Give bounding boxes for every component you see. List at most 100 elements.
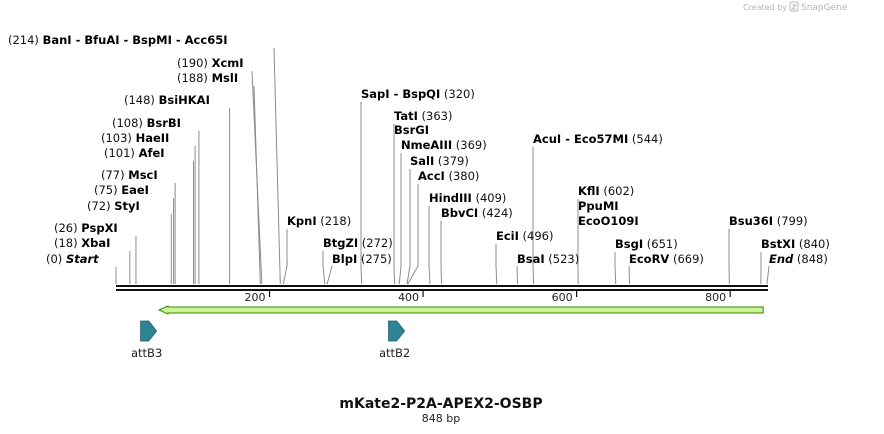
site-label-msli[interactable]: (188) MslI xyxy=(177,71,238,85)
site-lead-lines xyxy=(115,47,770,285)
site-label-ppumi[interactable]: PpuMI xyxy=(578,199,619,213)
site-label-xbai[interactable]: (18) XbaI xyxy=(54,236,110,250)
site-label-btgzi[interactable]: BtgZI (272) xyxy=(323,236,393,250)
site-position: (148) xyxy=(124,93,159,107)
enzyme-name: - Eco57MI xyxy=(561,132,628,146)
feature-arrow-attb3[interactable] xyxy=(140,320,158,342)
enzyme-name: KflI xyxy=(578,184,600,198)
site-position: (26) xyxy=(54,221,81,235)
enzyme-name: MscI xyxy=(128,168,157,182)
enzyme-name: AccI xyxy=(418,169,445,183)
site-label-styi[interactable]: (72) StyI xyxy=(87,199,140,213)
orf-reverse-arrow[interactable] xyxy=(157,305,764,315)
site-position: (651) xyxy=(643,237,678,251)
backbone-bottom-strand xyxy=(116,289,768,291)
site-label-acui-eco57mi[interactable]: AcuI - Eco57MI (544) xyxy=(533,132,663,146)
site-position: (18) xyxy=(54,236,81,250)
credit-brand: SnapGene xyxy=(801,3,848,13)
lead-line-tati xyxy=(393,124,396,285)
site-label-end[interactable]: End (848) xyxy=(769,252,828,266)
site-label-blpi[interactable]: BlpI (275) xyxy=(332,252,392,266)
site-label-bsu36i[interactable]: Bsu36I (799) xyxy=(729,214,808,228)
enzyme-name: End xyxy=(769,252,794,266)
site-label-ecii[interactable]: EciI (496) xyxy=(496,229,554,243)
site-position: (0) xyxy=(46,252,66,266)
site-label-nmeaiii[interactable]: NmeAIII (369) xyxy=(401,138,487,152)
site-position: (369) xyxy=(452,138,487,152)
feature-attb3[interactable]: attB3 xyxy=(131,320,162,360)
site-label-kfli[interactable]: KflI (602) xyxy=(578,184,634,198)
site-label-pspxi[interactable]: (26) PspXI xyxy=(54,221,118,235)
feature-label-attb2: attB2 xyxy=(379,346,410,360)
site-label-afei[interactable]: (101) AfeI xyxy=(104,146,165,160)
enzyme-name: BlpI xyxy=(332,252,357,266)
lead-line-sapi-bspqi xyxy=(360,102,363,285)
site-position: (75) xyxy=(94,183,121,197)
enzyme-name: - Acc65I xyxy=(172,33,228,47)
site-label-ecorv[interactable]: EcoRV (669) xyxy=(629,252,704,266)
site-label-acci[interactable]: AccI (380) xyxy=(418,169,479,183)
enzyme-name: BsrGI xyxy=(394,123,429,137)
ruler-label-400: 400 xyxy=(398,291,419,304)
site-label-hindiii[interactable]: HindIII (409) xyxy=(429,191,506,205)
site-label-bsgi[interactable]: BsgI (651) xyxy=(615,237,678,251)
enzyme-name: BtgZI xyxy=(323,236,358,250)
lead-line-btgzi xyxy=(322,251,326,285)
site-label-haeii[interactable]: (103) HaeII xyxy=(101,131,169,145)
enzyme-name: BanI xyxy=(43,33,72,47)
lead-line-bsai xyxy=(516,265,519,285)
site-label-bsrgi[interactable]: BsrGI xyxy=(394,123,429,137)
position-ruler: 200 400 600 800 xyxy=(245,291,731,304)
feature-attb2[interactable]: attB2 xyxy=(379,320,410,360)
site-label-kpni[interactable]: KpnI (218) xyxy=(287,214,351,228)
enzyme-name: BbvCI xyxy=(441,206,478,220)
site-label-msci[interactable]: (77) MscI xyxy=(101,168,158,182)
sequence-backbone xyxy=(116,285,768,291)
site-label-bbvci[interactable]: BbvCI (424) xyxy=(441,206,513,220)
enzyme-name: KpnI xyxy=(287,214,317,228)
enzyme-name: SalI xyxy=(410,154,434,168)
site-label-ecoo109i[interactable]: EcoO109I xyxy=(578,214,639,228)
site-position: (218) xyxy=(317,214,352,228)
site-label-sapi-bspqi[interactable]: SapI - BspQI (320) xyxy=(361,87,475,101)
lead-line-bsgi xyxy=(614,252,617,285)
site-label-bsai[interactable]: BsaI (523) xyxy=(517,252,579,266)
enzyme-name: EaeI xyxy=(121,183,149,197)
site-position: (669) xyxy=(669,252,704,266)
lead-line-blpi xyxy=(326,265,333,285)
site-label-bsihkai[interactable]: (148) BsiHKAI xyxy=(124,93,210,107)
site-position: (275) xyxy=(357,252,392,266)
site-position: (190) xyxy=(177,56,212,70)
enzyme-name: SapI xyxy=(361,87,390,101)
enzyme-name: - BspQI xyxy=(390,87,441,101)
site-position: (544) xyxy=(628,132,663,146)
site-label-eaei[interactable]: (75) EaeI xyxy=(94,183,149,197)
lead-line-ecii xyxy=(495,244,498,285)
enzyme-name: EcoO109I xyxy=(578,214,639,228)
site-label-bsrbi[interactable]: (108) BsrBI xyxy=(112,116,181,130)
site-position: (602) xyxy=(600,184,635,198)
site-position: (77) xyxy=(101,168,128,182)
enzyme-name: BsgI xyxy=(615,237,643,251)
enzyme-name: XbaI xyxy=(81,236,110,250)
site-labels: (0) Start (18) XbaI(26) PspXI (72) StyI (75… xyxy=(8,33,830,266)
snapgene-credit: Created by SnapGene xyxy=(743,1,848,13)
feature-arrow-attb2[interactable] xyxy=(388,320,406,342)
site-label-bani-bfuai-bspmi-acc65i[interactable]: (214) BanI - BfuAI - BspMI - Acc65I xyxy=(8,33,227,47)
enzyme-name: Bsu36I xyxy=(729,214,773,228)
enzyme-name: AfeI xyxy=(139,146,165,160)
enzyme-name: AcuI xyxy=(533,132,561,146)
enzyme-name: XcmI xyxy=(212,56,244,70)
enzyme-name: - BspMI xyxy=(120,33,172,47)
site-label-start[interactable]: (0) Start xyxy=(46,252,99,266)
site-label-xcmi[interactable]: (190) XcmI xyxy=(177,56,244,70)
site-position: (103) xyxy=(101,131,136,145)
site-position: (409) xyxy=(472,191,507,205)
site-position: (101) xyxy=(104,146,139,160)
site-label-tati[interactable]: TatI (363) xyxy=(394,109,453,123)
site-label-sali[interactable]: SalI (379) xyxy=(410,154,469,168)
site-label-bstxi[interactable]: BstXI (840) xyxy=(761,237,830,251)
site-position: (424) xyxy=(478,206,513,220)
ruler-label-800: 800 xyxy=(705,291,726,304)
